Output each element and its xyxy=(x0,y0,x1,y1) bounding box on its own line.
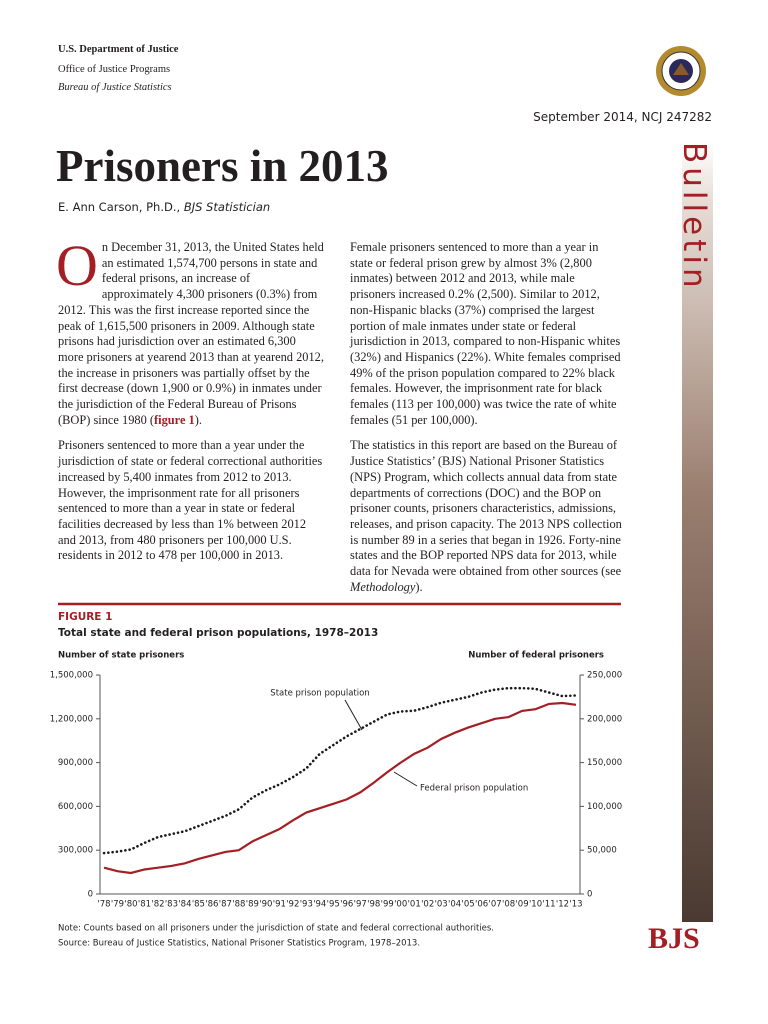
x-tick-label: '00 xyxy=(394,900,407,910)
text: n December 31, 2013, the United States h… xyxy=(58,240,324,427)
y2-tick-label: 100,000 xyxy=(587,802,622,812)
bureau: Bureau of Justice Statistics xyxy=(58,82,172,93)
source: Source: Bureau of Justice Statistics, Na… xyxy=(58,939,420,949)
x-tick-label: '84 xyxy=(178,900,191,910)
x-tick-label: '91 xyxy=(273,900,286,910)
x-tick-label: '01 xyxy=(408,900,421,910)
x-tick-label: '88 xyxy=(232,900,245,910)
x-tick-label: '92 xyxy=(286,900,299,910)
x-tick-label: '81 xyxy=(138,900,151,910)
x-tick-label: '05 xyxy=(462,900,475,910)
y-tick-label: 300,000 xyxy=(58,846,93,856)
y2-tick-label: 250,000 xyxy=(587,671,622,681)
x-tick-label: '10 xyxy=(529,900,542,910)
x-tick-label: '87 xyxy=(219,900,232,910)
data-line xyxy=(103,701,577,875)
x-tick-label: '94 xyxy=(313,900,326,910)
y2-tick-label: 0 xyxy=(587,890,592,900)
x-tick-label: '12 xyxy=(556,900,569,910)
y-tick-label: 1,200,000 xyxy=(50,714,93,724)
y-axis-title: Number of state prisoners xyxy=(58,651,184,661)
author-role: BJS Statistician xyxy=(183,200,271,214)
figure: FIGURE 1 Total state and federal prison … xyxy=(50,602,622,949)
text: ). xyxy=(194,412,202,427)
side-bar xyxy=(682,140,713,922)
annotation: Federal prison population xyxy=(420,784,528,794)
seal xyxy=(656,46,706,96)
series-label: Bulletin xyxy=(676,142,712,292)
annotation: State prison population xyxy=(270,689,369,699)
x-tick-label: '03 xyxy=(435,900,448,910)
y2-tick-label: 200,000 xyxy=(587,714,622,724)
data-line xyxy=(102,686,578,855)
x-tick-label: '82 xyxy=(151,900,164,910)
paragraph: Female prisoners sentenced to more than … xyxy=(350,240,621,427)
y2-tick-label: 150,000 xyxy=(587,758,622,768)
leader xyxy=(393,771,418,787)
figure-label: FIGURE 1 xyxy=(58,611,112,623)
note: Note: Counts based on all prisoners unde… xyxy=(58,924,494,934)
y-tick-label: 0 xyxy=(88,890,93,900)
x-tick-label: '95 xyxy=(327,900,340,910)
x-tick-label: '96 xyxy=(340,900,353,910)
x-tick-label: '80 xyxy=(124,900,137,910)
x-tick-label: '08 xyxy=(502,900,515,910)
x-tick-label: '90 xyxy=(259,900,272,910)
x-tick-label: '13 xyxy=(569,900,582,910)
text: ). xyxy=(415,579,423,594)
date: September 2014, NCJ 247282 xyxy=(533,110,712,124)
x-tick-label: '06 xyxy=(475,900,488,910)
paragraph: Prisoners sentenced to more than a year … xyxy=(58,438,323,563)
x-tick-label: '04 xyxy=(448,900,461,910)
y-tick-label: 900,000 xyxy=(58,758,93,768)
x-tick-label: '78 xyxy=(97,900,110,910)
office: Office of Justice Programs xyxy=(58,64,171,75)
department: U.S. Department of Justice xyxy=(58,44,179,55)
x-tick-label: '11 xyxy=(542,900,555,910)
x-tick-label: '85 xyxy=(192,900,205,910)
paragraph: The statistics in this report are based … xyxy=(350,438,622,595)
x-tick-label: '02 xyxy=(421,900,434,910)
text: Methodology xyxy=(350,579,416,594)
y2-axis-title: Number of federal prisoners xyxy=(468,651,604,661)
leader xyxy=(344,699,363,731)
x-tick-label: '97 xyxy=(354,900,367,910)
title: Prisoners in 2013 xyxy=(56,141,389,191)
bjs-logo: BJS xyxy=(648,922,700,955)
x-tick-label: '07 xyxy=(489,900,502,910)
drop-cap: O xyxy=(56,233,98,298)
x-tick-label: '09 xyxy=(515,900,528,910)
x-tick-label: '93 xyxy=(300,900,313,910)
x-tick-label: '98 xyxy=(367,900,380,910)
chart-title: Total state and federal prison populatio… xyxy=(58,627,378,639)
y2-tick-label: 50,000 xyxy=(587,846,617,856)
x-tick-label: '89 xyxy=(246,900,259,910)
figure-link[interactable]: figure 1 xyxy=(154,412,195,427)
x-tick-label: '99 xyxy=(381,900,394,910)
y-tick-label: 1,500,000 xyxy=(50,671,93,681)
author-name: E. Ann Carson, Ph.D., xyxy=(58,200,184,214)
x-tick-label: '86 xyxy=(205,900,218,910)
column-right: Female prisoners sentenced to more than … xyxy=(350,240,622,605)
y-tick-label: 600,000 xyxy=(58,802,93,812)
x-tick-label: '83 xyxy=(165,900,178,910)
x-tick-label: '79 xyxy=(111,900,124,910)
text: The statistics in this report are based … xyxy=(350,438,622,579)
author: E. Ann Carson, Ph.D., BJS Statistician xyxy=(58,200,270,214)
